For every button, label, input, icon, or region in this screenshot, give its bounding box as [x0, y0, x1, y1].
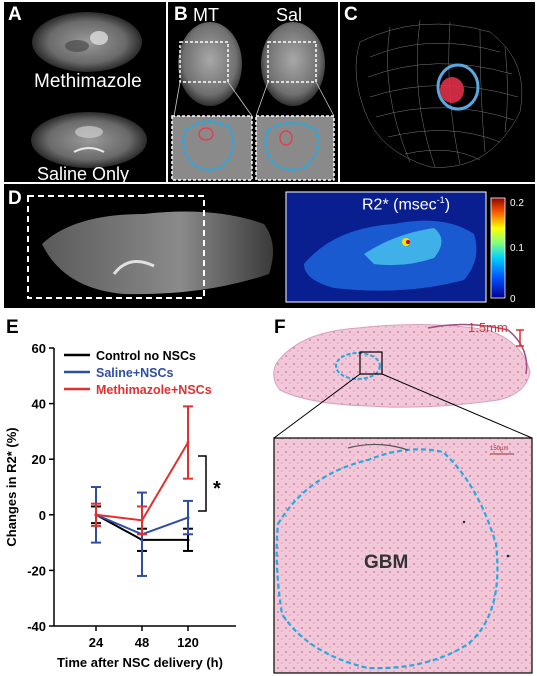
sal-tumor-outline — [264, 121, 320, 171]
gbm-label: GBM — [364, 552, 409, 573]
y-tick-label: 0 — [39, 508, 46, 523]
mt-title: MT — [193, 5, 219, 25]
series-2 — [91, 405, 193, 536]
panel-a: A Methimazole Saline Only — [4, 2, 166, 182]
sal-roi-box — [267, 41, 317, 83]
y-tick-label: 40 — [32, 397, 46, 412]
colorbar-tick-high: 0.2 — [510, 198, 524, 209]
sagittal-section — [273, 323, 531, 408]
tumor-outline-small — [335, 352, 381, 380]
legend-label: Control no NSCs — [96, 349, 196, 363]
data-point — [94, 513, 98, 517]
panel-a-mri-scans — [31, 12, 147, 168]
panel-b-mri-scans — [171, 22, 335, 181]
data-point — [186, 538, 190, 542]
panel-f-histology — [273, 323, 533, 674]
data-point — [186, 516, 190, 520]
scale-bar-label: 1.5mm — [468, 320, 508, 335]
panel-b: B MT Sal — [168, 2, 338, 182]
legend-label: Methimazole+NSCs — [96, 383, 212, 397]
panel-d-images: 0.2 0.1 0 — [27, 191, 524, 305]
data-point — [186, 441, 190, 445]
r2-map-title-sup: -1 — [436, 195, 445, 205]
significance-star: * — [213, 478, 221, 500]
y-tick-label: 60 — [32, 341, 46, 356]
colorbar-tick-mid: 0.1 — [510, 243, 524, 254]
methimazole-label: Methimazole — [34, 71, 142, 92]
panel-d: 0.2 0.1 0 D R2* (msec-1) — [4, 184, 535, 308]
panel-a-label: A — [8, 4, 22, 25]
panel-f: F 1.5mm 150µm GBM — [268, 314, 537, 676]
brain-slice-top — [32, 12, 142, 72]
panel-c: C — [340, 2, 535, 182]
y-axis-label: Changes in R2* (%) — [4, 427, 19, 546]
sal-brain — [261, 22, 325, 106]
panel-e-chart: 60 40 20 0 -20 -40 24 48 120 Control no NSCs Sali… — [4, 341, 236, 670]
mt-roi-box — [179, 41, 229, 83]
sagittal-mri — [42, 211, 273, 295]
brain-slice-bottom — [31, 112, 147, 168]
panel-d-label: D — [8, 188, 22, 209]
x-tick-label: 24 — [89, 635, 104, 650]
r2-map-title-text: R2* (msec — [362, 196, 437, 214]
mt-brain — [178, 22, 242, 106]
panel-f-label: F — [274, 317, 286, 338]
r2-map-title: R2* (msec-1) — [362, 196, 450, 213]
sal-title: Sal — [276, 5, 303, 25]
red-cell-render — [440, 77, 464, 103]
panel-c-3d-render — [355, 19, 523, 168]
panel-e-label: E — [6, 317, 19, 338]
chart-series — [91, 405, 193, 577]
r2-map-title-close: ) — [444, 196, 451, 214]
x-tick-label: 48 — [135, 635, 149, 650]
roi-dashed-box — [27, 195, 205, 299]
chart-legend: Control no NSCs Saline+NSCs Methimazole+NS… — [64, 349, 212, 397]
zoom-box — [359, 351, 383, 375]
mt-tumor-outline — [182, 120, 235, 171]
y-tick-label: -20 — [27, 563, 46, 578]
tumor-outline-inset — [275, 448, 499, 670]
chart-axes: 60 40 20 0 -20 -40 24 48 120 — [27, 341, 236, 650]
y-tick-label: 20 — [32, 452, 46, 467]
y-tick-label: -40 — [27, 619, 46, 634]
panel-b-label: B — [174, 4, 188, 25]
legend-label: Saline+NSCs — [96, 366, 174, 380]
inset-histology — [273, 437, 533, 674]
x-axis-label: Time after NSC delivery (h) — [57, 655, 223, 670]
colorbar-tick-low: 0 — [510, 294, 516, 305]
x-tick-label: 120 — [177, 635, 199, 650]
panel-c-label: C — [344, 4, 358, 25]
data-point — [140, 518, 144, 522]
saline-only-label: Saline Only — [37, 164, 130, 182]
significance-bracket — [198, 455, 207, 512]
colorbar — [490, 197, 506, 299]
inset-scale-label: 150µm — [490, 446, 509, 452]
brain-wireframe — [355, 19, 523, 168]
blue-tumor-render — [436, 63, 480, 111]
